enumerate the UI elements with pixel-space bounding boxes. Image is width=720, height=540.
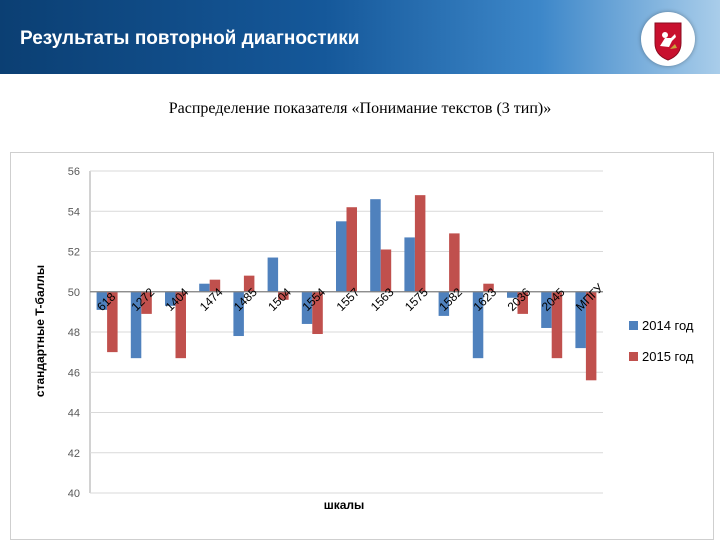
bar-2014 (199, 283, 210, 292)
category-label: 1582 (436, 285, 465, 314)
y-tick-label: 48 (68, 327, 80, 339)
y-tick-label: 46 (68, 367, 80, 379)
bar-2015 (243, 275, 255, 292)
bar-2014 (404, 237, 415, 292)
bar-2015 (312, 291, 323, 335)
header-bar: Результаты повторной диагностики (0, 0, 720, 74)
bar-2014 (507, 291, 518, 298)
bar-2015 (141, 291, 152, 314)
bar-2014 (96, 291, 108, 310)
bar-2015 (346, 207, 357, 292)
bar-2015 (209, 279, 221, 292)
legend-label: 2015 год (642, 349, 694, 364)
bar-2014 (301, 291, 313, 324)
bar-2014 (130, 291, 142, 359)
bar-2014 (472, 291, 484, 359)
legend: 2014 год 2015 год (629, 318, 694, 364)
legend-swatch (629, 321, 638, 330)
y-tick-label: 44 (68, 408, 80, 420)
bar-2015 (278, 291, 289, 300)
page-title: Результаты повторной диагностики (20, 28, 360, 49)
legend-label: 2014 год (642, 318, 694, 333)
y-tick-label: 50 (68, 287, 80, 299)
bar-2014 (541, 291, 552, 328)
chart-title: Распределение показателя «Понимание текс… (168, 100, 552, 117)
bar-2014 (438, 291, 450, 316)
bar-2015 (585, 291, 597, 381)
legend-swatch (629, 352, 638, 361)
chart-frame: 40 42 44 46 48 50 52 54 56 618 1272 1404 1474 1485 15… (10, 152, 714, 540)
bar-2015 (175, 291, 186, 359)
x-axis-title: шкалы (324, 498, 365, 512)
bar-2015 (517, 291, 528, 314)
category-label: 1485 (231, 285, 260, 314)
bar-2015 (380, 249, 392, 292)
y-tick-label: 52 (68, 247, 80, 259)
bar-2015 (414, 195, 426, 292)
y-tick-label: 42 (68, 448, 80, 460)
category-label: 1623 (470, 285, 499, 314)
bar-2014 (575, 291, 586, 349)
bar-2015 (107, 291, 118, 353)
bar-2015 (483, 283, 494, 292)
y-tick-label: 56 (68, 166, 80, 178)
bar-2015 (449, 233, 460, 292)
bar-2015 (551, 291, 563, 359)
y-tick-label: 40 (68, 488, 80, 500)
bar-2014 (233, 291, 244, 337)
y-axis-title: стандартные Т-баллы (33, 265, 47, 397)
bar-2014 (336, 221, 347, 292)
bar-2014 (165, 291, 176, 306)
bar-2014 (267, 257, 279, 292)
y-tick-label: 54 (68, 206, 80, 218)
moscow-coat-of-arms-icon (641, 12, 695, 66)
bar-2014 (370, 199, 381, 292)
